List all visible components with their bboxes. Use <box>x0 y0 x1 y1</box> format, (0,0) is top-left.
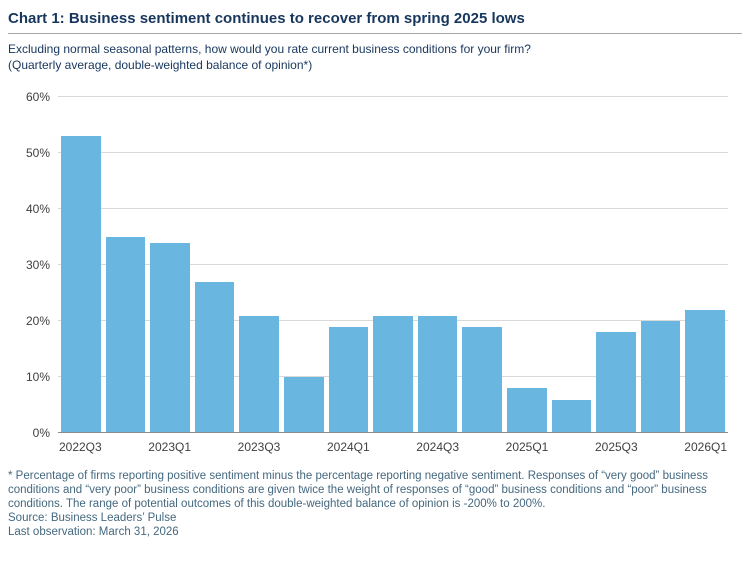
gridline <box>58 152 728 154</box>
chart-page: Chart 1: Business sentiment continues to… <box>8 10 742 539</box>
x-axis-labels: 2022Q3 2023Q1 2023Q3 2024Q1 2024Q3 2025Q1 2025… <box>58 433 728 457</box>
bar-2025Q4 <box>640 321 681 434</box>
bar-2023Q3 <box>239 315 279 434</box>
plot-area: 0% 10% 20% 30% 40% 50% 60% 2022Q3 2023Q1 2023Q3 20… <box>26 90 728 454</box>
subtitle-line-1: Excluding normal seasonal patterns, how … <box>8 42 531 56</box>
x-axis-tick-label: 2022Q3 <box>58 440 102 455</box>
y-axis-tick-label: 30% <box>25 258 50 273</box>
bar-2022Q3 <box>61 136 101 434</box>
y-axis-tick-label: 40% <box>25 202 50 217</box>
x-axis-tick-label: 2025Q1 <box>505 440 549 455</box>
x-axis-line <box>58 432 728 434</box>
gridline <box>58 96 728 98</box>
chart-subtitle: Excluding normal seasonal patterns, how … <box>8 42 742 73</box>
footnote-asterisk: * Percentage of firms reporting positive… <box>8 470 708 511</box>
bar-2024Q2 <box>373 315 413 434</box>
bar-2023Q4 <box>283 377 324 434</box>
bar-2024Q4 <box>462 326 502 434</box>
bar-2023Q1 <box>150 242 190 434</box>
chart-title: Chart 1: Business sentiment continues to… <box>8 10 525 27</box>
x-axis-tick-label: 2024Q3 <box>416 440 460 455</box>
footnote-source: Source: Business Leaders’ Pulse <box>8 512 177 525</box>
x-axis-tick-label: 2024Q1 <box>326 440 370 455</box>
x-axis-tick-label: 2026Q1 <box>684 440 728 455</box>
x-axis-tick-label: 2025Q3 <box>594 440 638 455</box>
subtitle-line-2: (Quarterly average, double-weighted bala… <box>8 57 313 72</box>
x-axis-tick-label: 2023Q1 <box>148 440 192 455</box>
y-axis-tick-label: 20% <box>25 314 50 329</box>
footnotes: * Percentage of firms reporting positive… <box>8 469 742 539</box>
x-axis-tick-label: 2023Q3 <box>237 440 281 455</box>
bar-2023Q2 <box>194 282 235 434</box>
y-axis-tick-label: 0% <box>32 426 50 441</box>
title-divider <box>8 33 742 34</box>
y-axis-tick-label: 50% <box>25 146 50 161</box>
gridline <box>58 208 728 210</box>
bar-chart: 0% 10% 20% 30% 40% 50% 60% 2022Q3 2023Q1 2023Q3 20… <box>8 87 742 459</box>
bars-container <box>58 97 728 434</box>
bar-2024Q1 <box>328 326 369 434</box>
bar-2025Q3 <box>596 332 636 434</box>
y-axis-tick-label: 60% <box>25 90 50 105</box>
gridline <box>58 264 728 266</box>
footnote-last-observation: Last observation: March 31, 2026 <box>8 526 179 539</box>
bar-2024Q3 <box>417 315 458 434</box>
y-axis-tick-label: 10% <box>25 370 50 385</box>
bar-2026Q1 <box>685 310 725 434</box>
bar-2025Q1 <box>506 388 547 434</box>
bar-2025Q2 <box>551 399 592 434</box>
bar-2022Q4 <box>105 237 146 434</box>
